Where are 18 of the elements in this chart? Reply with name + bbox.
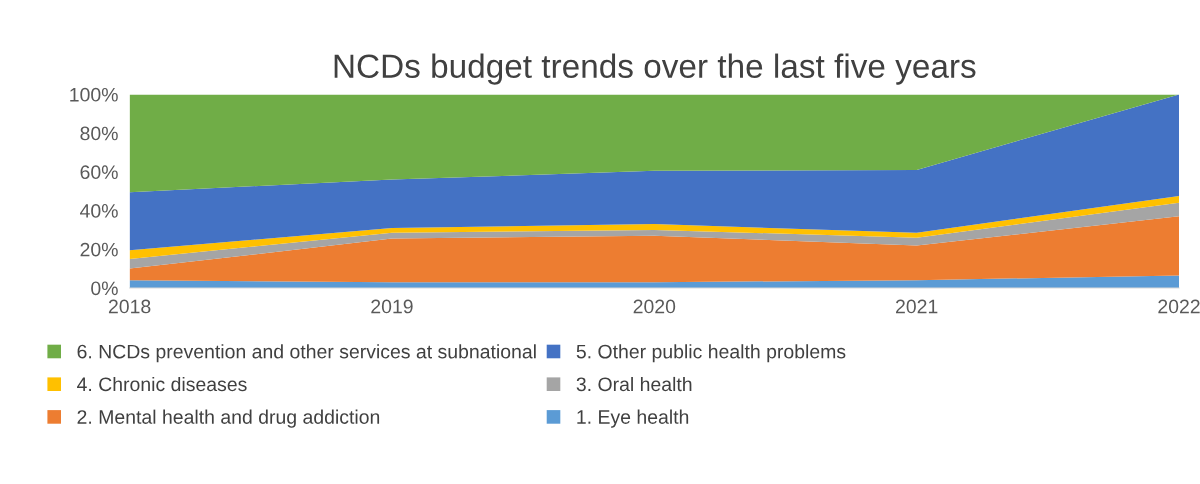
x-tick-label: 2019 [371, 299, 413, 314]
legend-label: 5. Other public health problems [576, 344, 846, 363]
legend-label: 6. NCDs prevention and other services at subnational [77, 344, 536, 363]
legend-label: 3. Oral health [576, 376, 692, 392]
legend-label: 2. Mental health and drug addiction [77, 409, 380, 428]
legend-label: 1. Eye health [577, 409, 689, 428]
y-tick-label: 80% [80, 126, 118, 141]
legend-label: 4. Chronic diseases [77, 376, 247, 392]
y-tick-label: 40% [80, 204, 118, 218]
y-tick-label: 20% [80, 242, 118, 257]
chart-title: NCDs budget trends over the last five years [334, 53, 976, 85]
x-tick-label: 2020 [633, 299, 676, 314]
x-tick-label: 2021 [896, 299, 938, 314]
x-tick-label: 2022 [1158, 299, 1200, 314]
x-tick-label: 2018 [108, 299, 151, 314]
y-tick-label: 60% [80, 165, 118, 180]
y-tick-label: 0% [91, 281, 118, 296]
y-tick-label: 100% [70, 87, 118, 102]
